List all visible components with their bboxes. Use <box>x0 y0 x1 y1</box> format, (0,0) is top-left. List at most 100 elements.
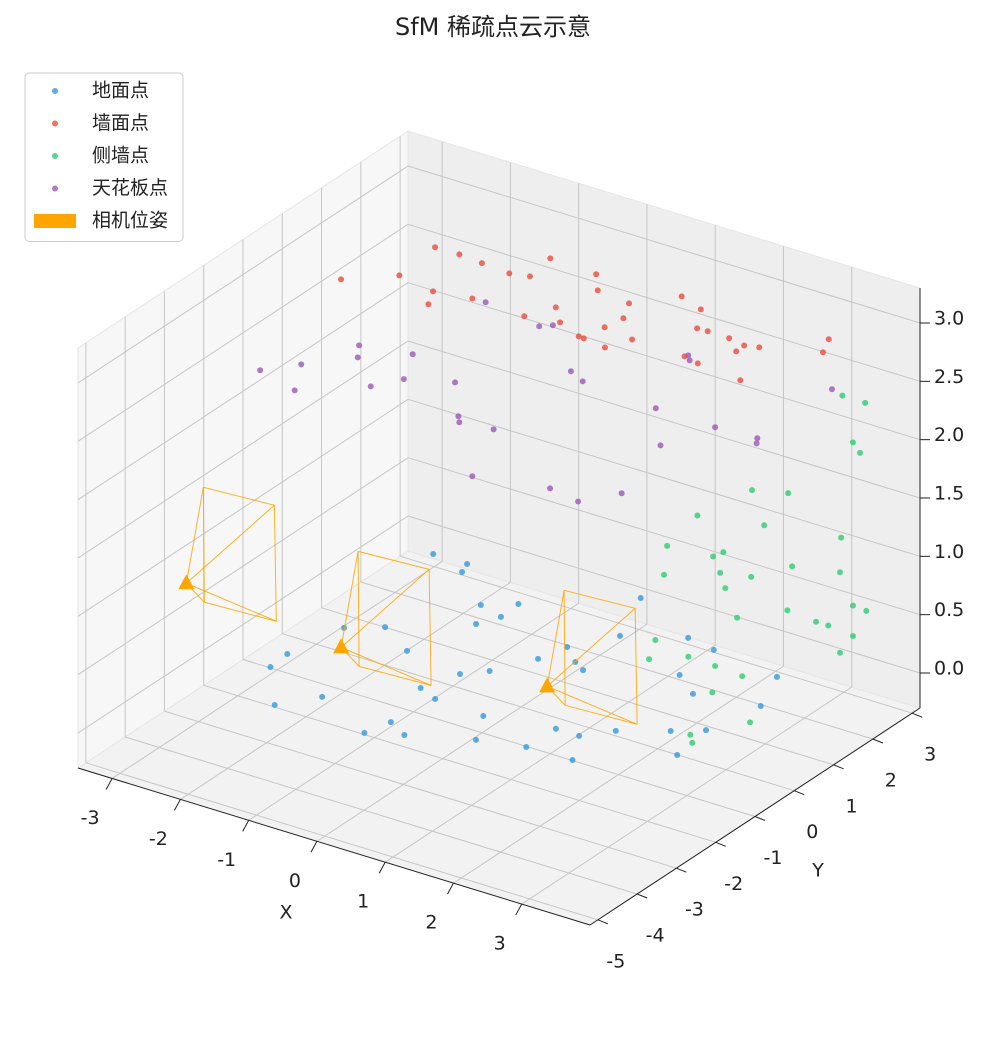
point <box>552 725 559 732</box>
z-tick-label: 3.0 <box>934 308 964 330</box>
point <box>825 622 832 629</box>
point <box>726 335 733 342</box>
legend-label: 相机位姿 <box>92 210 168 232</box>
point <box>464 561 471 568</box>
point <box>836 569 843 576</box>
camera-frustum <box>358 665 432 686</box>
grid-line <box>77 398 409 617</box>
point <box>689 739 696 746</box>
point <box>784 607 791 614</box>
point <box>637 594 644 601</box>
grid-line <box>242 659 756 817</box>
point <box>601 324 608 331</box>
x-tick-label: -3 <box>81 807 100 829</box>
point <box>685 634 692 641</box>
point <box>712 663 719 670</box>
point <box>400 376 407 383</box>
grid-line <box>321 607 834 766</box>
point <box>849 439 856 446</box>
legend-marker <box>52 120 58 127</box>
point <box>319 693 326 700</box>
grid-line <box>85 762 599 921</box>
y-tick-label: 3 <box>924 744 936 766</box>
point <box>674 751 681 758</box>
grid-line <box>203 684 716 843</box>
y-tick-label: -2 <box>724 873 743 895</box>
y-tick <box>872 738 884 744</box>
point <box>457 671 464 678</box>
y-tick-label: -5 <box>606 950 625 972</box>
camera-frustum <box>204 601 277 622</box>
point <box>367 383 374 390</box>
point <box>685 653 692 660</box>
point <box>356 342 363 349</box>
camera-frustum <box>202 487 205 603</box>
point <box>849 633 856 640</box>
point <box>469 295 476 302</box>
camera-frustum <box>203 486 275 506</box>
z-tick-label: 1.5 <box>934 483 964 505</box>
legend-swatch <box>34 214 76 228</box>
y-tick-label: 1 <box>846 795 858 817</box>
y-tick <box>636 893 648 899</box>
chart-title: SfM 稀疏点云示意 <box>395 13 591 41</box>
point <box>785 490 792 497</box>
point <box>354 354 361 361</box>
point <box>477 602 484 609</box>
point <box>521 313 528 320</box>
grid-line <box>399 555 913 714</box>
x-tick-label: -1 <box>217 849 236 871</box>
point <box>689 690 696 697</box>
grid-line <box>407 165 921 324</box>
y-tick <box>597 919 609 925</box>
x-tick-label: 1 <box>357 891 369 913</box>
z-tick-label: 0.5 <box>934 599 964 621</box>
point <box>404 647 411 654</box>
x-tick <box>447 882 454 895</box>
point <box>432 244 439 251</box>
y-axis-line <box>589 707 921 926</box>
point <box>756 344 763 351</box>
point <box>773 673 780 680</box>
y-tick <box>794 790 805 796</box>
x-axis-label: X <box>279 902 292 924</box>
point <box>455 413 462 420</box>
point <box>382 624 389 631</box>
point <box>552 304 559 311</box>
y-tick <box>911 712 923 718</box>
point <box>580 335 587 342</box>
camera-frustum <box>546 590 565 687</box>
point <box>535 655 542 662</box>
z-tick-label: 2.5 <box>934 366 964 388</box>
point <box>523 743 530 750</box>
point <box>593 271 600 278</box>
point <box>257 367 264 374</box>
x-tick <box>173 799 181 811</box>
point <box>580 667 587 674</box>
point <box>432 695 439 702</box>
point <box>838 534 845 541</box>
point <box>629 336 636 343</box>
point <box>710 553 717 560</box>
point <box>478 260 485 267</box>
point <box>709 689 716 696</box>
x-tick <box>310 841 318 853</box>
y-tick <box>715 841 726 847</box>
x-tick-label: 2 <box>425 912 437 934</box>
point <box>569 757 576 764</box>
x-tick <box>515 903 523 916</box>
point <box>704 328 711 335</box>
camera-frustum <box>546 685 638 725</box>
x-axis-line <box>77 767 591 926</box>
point <box>430 551 437 558</box>
camera-frustum <box>340 646 432 686</box>
point <box>601 344 608 351</box>
y-tick <box>754 816 766 821</box>
point <box>456 251 463 258</box>
point <box>720 549 727 556</box>
grid-line <box>407 223 921 382</box>
point <box>284 650 291 657</box>
x-tick-label: -2 <box>149 828 168 850</box>
camera-frustum <box>273 505 277 622</box>
point <box>849 602 856 609</box>
